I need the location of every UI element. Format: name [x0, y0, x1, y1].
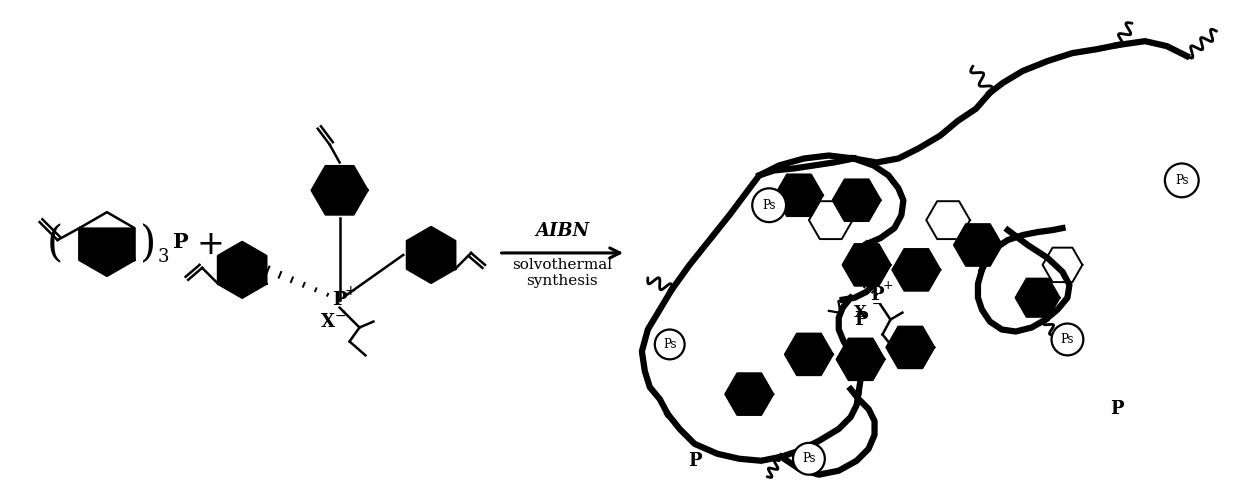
Text: P: P [869, 285, 883, 304]
Circle shape [794, 443, 825, 475]
Text: P: P [688, 452, 702, 470]
Polygon shape [954, 224, 1002, 265]
Polygon shape [407, 227, 455, 283]
Polygon shape [843, 244, 890, 285]
Text: −: − [335, 308, 346, 323]
Text: +: + [882, 279, 893, 292]
Polygon shape [218, 242, 267, 298]
Text: Ps: Ps [802, 452, 816, 465]
Text: X: X [854, 304, 867, 321]
Text: Ps: Ps [663, 338, 677, 351]
Polygon shape [837, 339, 884, 380]
Polygon shape [1016, 279, 1059, 317]
Polygon shape [79, 228, 134, 276]
Polygon shape [833, 180, 880, 221]
Text: Ps: Ps [1176, 174, 1188, 187]
Text: +: + [196, 227, 224, 261]
Text: P: P [854, 310, 868, 328]
Polygon shape [311, 166, 367, 214]
Text: −: − [872, 298, 882, 311]
Text: synthesis: synthesis [527, 274, 598, 288]
Text: ): ) [140, 223, 156, 265]
Circle shape [655, 329, 684, 359]
Text: P: P [172, 232, 188, 252]
Text: +: + [345, 284, 356, 298]
Circle shape [1052, 324, 1084, 355]
Polygon shape [725, 373, 773, 415]
Text: 3: 3 [157, 248, 169, 266]
Text: (: ( [47, 223, 63, 265]
Polygon shape [775, 175, 823, 216]
Text: Ps: Ps [763, 199, 776, 212]
Circle shape [1164, 163, 1199, 197]
Text: P: P [1110, 400, 1123, 418]
Text: AIBN: AIBN [536, 222, 589, 240]
Polygon shape [893, 249, 940, 290]
Text: X: X [321, 312, 335, 330]
Polygon shape [785, 334, 833, 375]
Text: P: P [332, 291, 347, 309]
Polygon shape [887, 327, 934, 368]
Text: solvothermal: solvothermal [512, 258, 613, 272]
Text: Ps: Ps [1060, 333, 1074, 346]
Circle shape [753, 188, 786, 222]
